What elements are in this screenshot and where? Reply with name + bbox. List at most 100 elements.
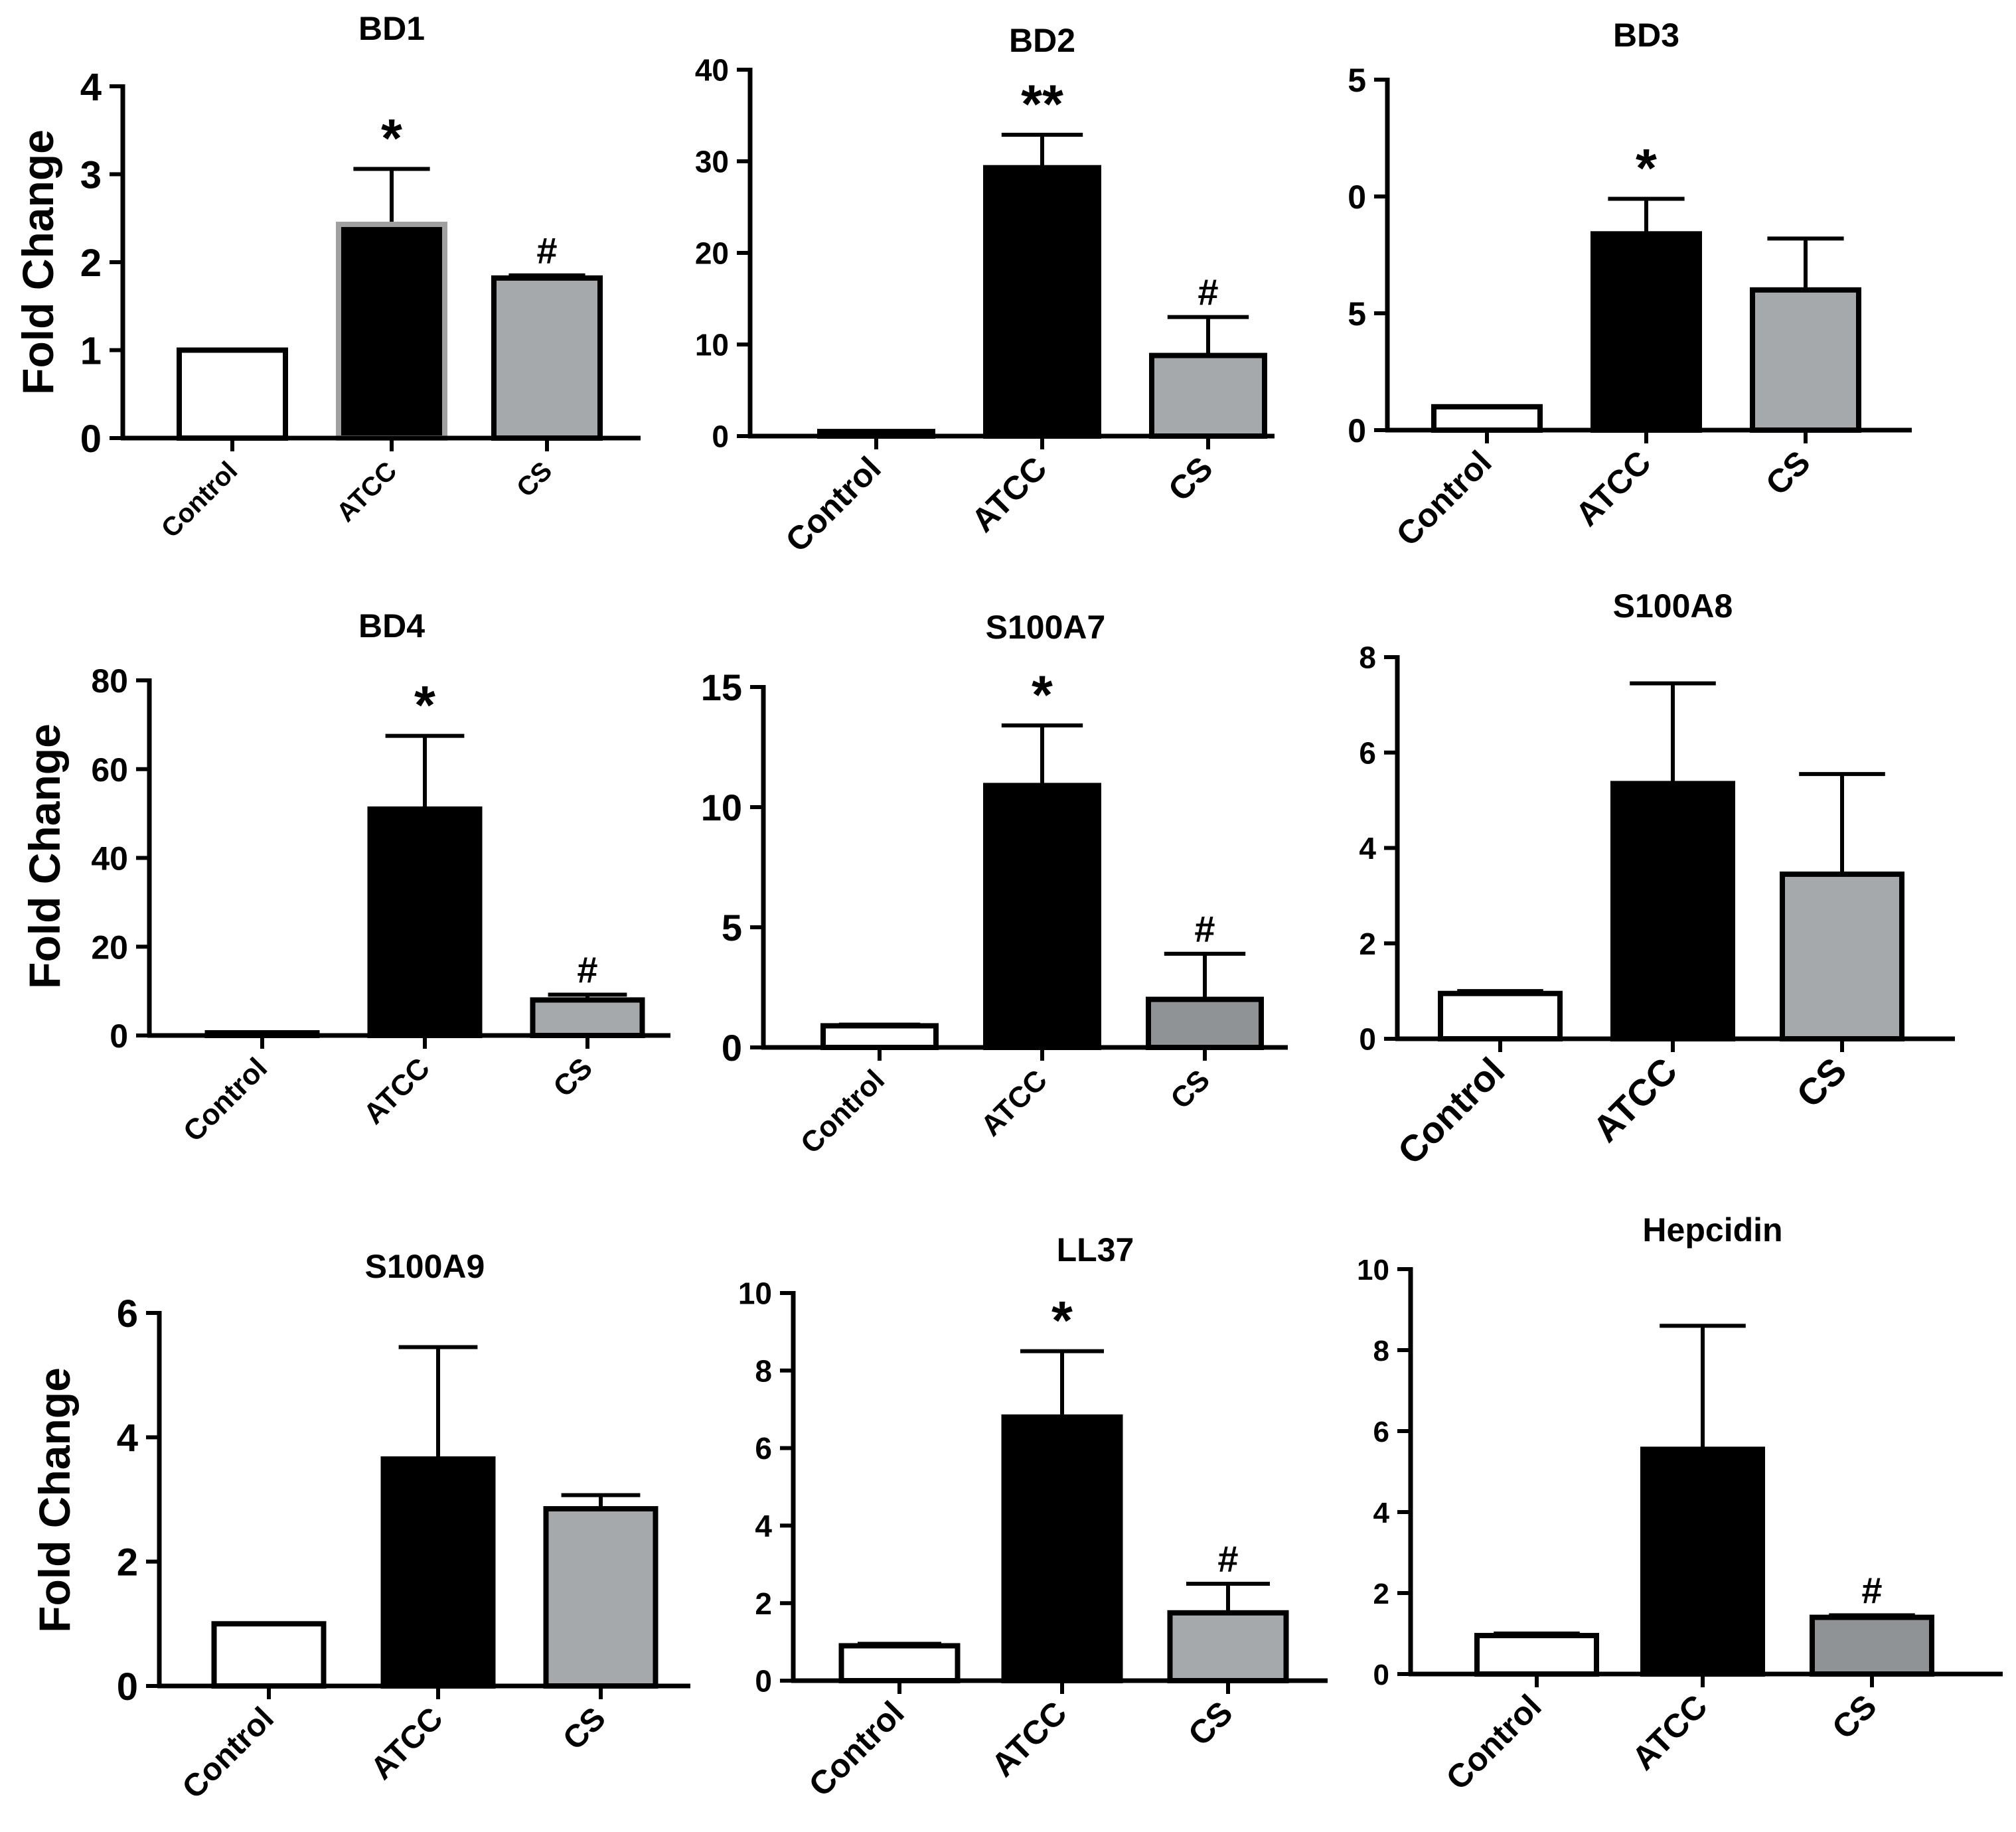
y-tick-label: 4 [80,66,102,109]
bar-control [838,1643,961,1683]
significance-marker: ** [1021,74,1063,135]
y-tick-label: 6 [1359,735,1376,770]
panel-title: BD1 [358,10,425,47]
y-tick-label: 0 [1348,179,1366,216]
y-tick-label: 10 [1357,1254,1389,1286]
y-tick-label: 0 [722,1027,742,1069]
y-tick-label: 0 [80,418,102,461]
x-tick-label: CS [1758,443,1818,502]
significance-marker: * [414,676,435,736]
bar-control [820,1023,939,1051]
y-tick-label: 20 [91,929,128,966]
bar-cs [1167,1610,1289,1684]
panel-bd2: BD2 0 10 20 30 40 Control ** ATCC # CS [695,22,1275,559]
y-tick-label: 10 [695,328,729,362]
y-tick-label: 0 [755,1664,772,1699]
panel-title: Hepcidin [1642,1211,1782,1249]
y-tick-label: 5 [1348,62,1366,99]
panel-s100a8: S100A8 0 2 4 6 8 Control ATCC CS [1359,587,1955,1172]
y-tick-label: 40 [695,53,729,88]
y-tick-label: 1 [80,329,102,372]
y-tick-label: 2 [80,242,102,285]
significance-marker: # [536,230,557,271]
y-tick-label: 0 [1373,1659,1389,1691]
panel-title: S100A7 [986,609,1106,646]
x-tick-label: Control [1389,1049,1512,1172]
bar-cs [543,1506,659,1689]
y-tick-label: 8 [1359,641,1376,675]
bar-cs [1810,1614,1934,1677]
panel-title: LL37 [1057,1231,1134,1268]
y-tick-label: 0 [1348,412,1366,449]
bar-atcc [1640,1446,1765,1677]
y-tick-label: 0 [1359,1022,1376,1057]
bar-control [177,347,288,441]
x-tick-label: CS [547,1051,599,1103]
y-tick-label: 0 [117,1665,138,1709]
y-tick-label: 15 [701,666,742,708]
x-tick-label: CS [1788,1049,1855,1116]
panel-bd3: BD3 0 5 0 5 Control * ATCC CS [1348,17,1912,553]
y-tick-label: 0 [712,420,729,454]
y-tick-label: 4 [117,1416,138,1460]
bar-control [1474,1633,1599,1677]
y-tick-label: 4 [1373,1497,1390,1529]
bar-atcc [380,1456,496,1689]
y-tick-label: 10 [738,1276,772,1311]
bar-atcc [1590,231,1702,433]
y-tick-label: 2 [1359,927,1376,961]
y-tick-label: 8 [755,1353,772,1388]
y-tick-label: 5 [1348,295,1366,333]
panel-ll37: LL37 0 2 4 6 8 10 Control * ATCC # CS [738,1231,1328,1803]
panel-hepcidin: Hepcidin 0 2 4 6 8 10 Control ATCC # CS [1357,1211,2003,1797]
panel-title: BD3 [1613,17,1679,54]
bar-control [211,1621,327,1689]
y-tick-label: 6 [117,1292,138,1336]
bar-cs [1750,287,1861,433]
y-tick-label: 4 [755,1509,772,1543]
bar-atcc [1610,781,1735,1041]
y-tick-label: 5 [722,907,742,949]
significance-marker: * [1636,139,1657,199]
x-tick-label: CS [511,456,558,502]
significance-marker: * [1051,1291,1073,1351]
panel-s100a7: S100A7 0 5 10 15 Control * ATCC # CS [701,609,1288,1160]
y-tick-label: 6 [1373,1416,1389,1448]
panel-bd4: BD4 Fold Change 0 20 40 60 80 Control * ATCC # CS [20,607,670,1148]
x-tick-label: Control [1389,443,1499,553]
x-tick-label: ATCC [965,449,1054,539]
y-axis-label: Fold Change [13,129,62,395]
x-tick-label: ATCC [1625,1687,1715,1777]
panel-title: BD4 [358,607,425,645]
significance-marker: * [1032,665,1053,725]
x-tick-label: CS [1161,449,1220,508]
bar-cs [1780,872,1904,1041]
x-tick-label: Control [1439,1687,1549,1797]
y-tick-label: 0 [110,1018,128,1055]
significance-marker: # [577,949,597,990]
x-tick-label: CS [1181,1694,1240,1753]
y-tick-label: 6 [755,1431,772,1466]
x-tick-label: ATCC [331,456,403,528]
x-tick-label: ATCC [984,1694,1074,1784]
panel-bd1: BD1 Fold Change 0 1 2 3 4 Control * ATCC # CS [13,10,641,544]
significance-marker: # [1217,1538,1238,1580]
y-tick-label: 2 [755,1586,772,1621]
significance-marker: * [381,109,402,169]
panel-title: S100A9 [365,1248,485,1285]
bar-atcc [983,783,1101,1051]
y-tick-label: 40 [91,840,128,878]
bar-atcc [367,806,483,1038]
x-tick-label: ATCC [1569,443,1658,533]
y-axis-label: Fold Change [20,724,69,989]
bar-control [1431,404,1543,433]
x-tick-label: Control [795,1063,891,1160]
y-tick-label: 60 [91,751,128,789]
panel-title: S100A8 [1613,587,1733,625]
y-tick-label: 30 [695,145,729,179]
y-tick-label: 8 [1373,1335,1389,1367]
x-tick-label: Control [779,449,888,559]
x-tick-label: CS [556,1701,613,1757]
y-tick-label: 10 [701,787,742,828]
x-tick-label: CS [1164,1063,1216,1115]
